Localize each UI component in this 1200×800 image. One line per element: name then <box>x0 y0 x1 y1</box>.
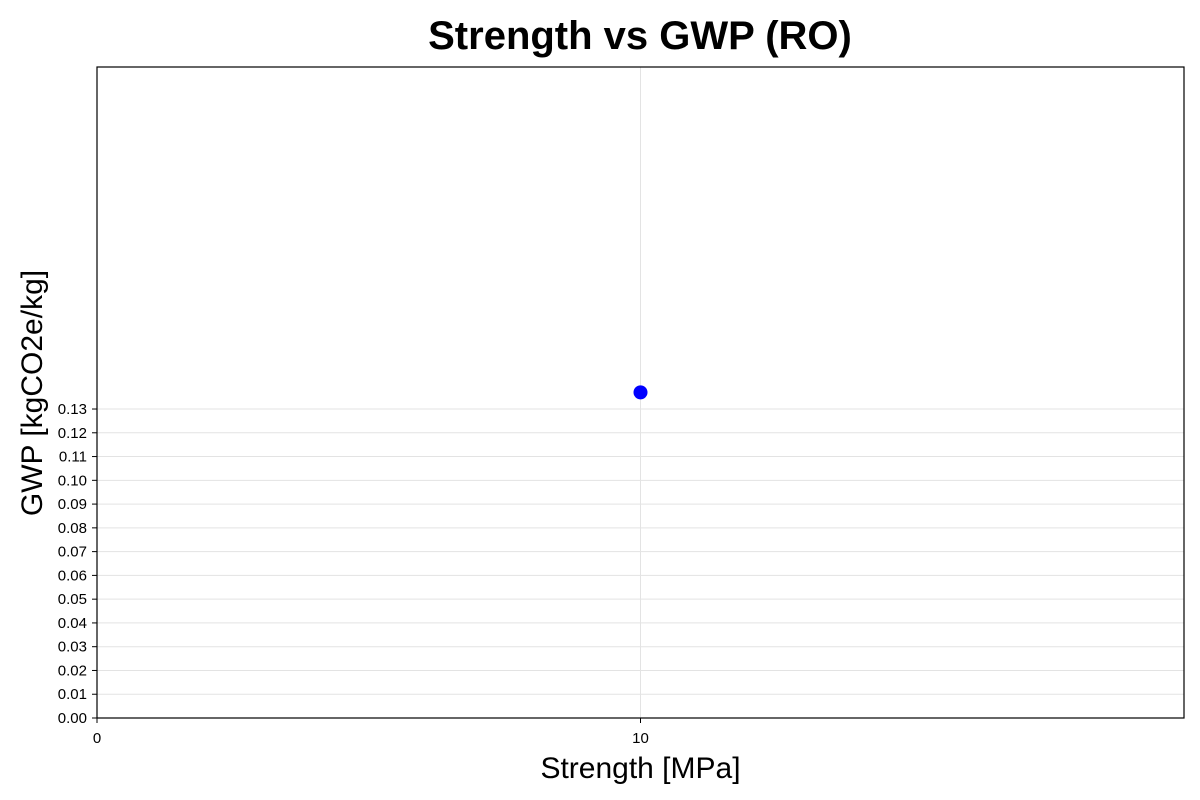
x-tick-label: 0 <box>93 730 101 747</box>
y-tick-label: 0.09 <box>58 496 87 513</box>
data-points <box>633 385 648 400</box>
y-tick-label: 0.12 <box>58 425 87 442</box>
axis-ticks <box>92 408 641 723</box>
tick-labels: 0.00 0.01 0.02 0.03 0.04 0.05 0.06 0.07 0.08 0.09… <box>58 401 649 747</box>
y-tick-label: 0.01 <box>58 686 87 703</box>
y-tick-label: 0.05 <box>58 591 87 608</box>
y-tick-label: 0.13 <box>58 401 87 418</box>
x-tick-label: 10 <box>632 730 649 747</box>
y-tick-label: 0.00 <box>58 710 87 727</box>
plot-frame <box>96 66 1185 719</box>
x-axis-label: Strength [MPa] <box>540 752 741 785</box>
chart-title: Strength vs GWP (RO) <box>428 14 852 58</box>
y-tick-label: 0.11 <box>59 449 87 466</box>
y-tick-label: 0.07 <box>58 544 87 561</box>
y-tick-label: 0.03 <box>58 639 87 656</box>
y-tick-label: 0.08 <box>58 520 87 537</box>
y-tick-label: 0.04 <box>58 615 87 632</box>
y-tick-label: 0.06 <box>58 567 87 584</box>
data-point <box>633 385 648 400</box>
y-axis-label: GWP [kgCO2e/kg] <box>16 269 49 517</box>
y-tick-label: 0.10 <box>58 472 87 489</box>
y-tick-label: 0.02 <box>58 662 87 679</box>
